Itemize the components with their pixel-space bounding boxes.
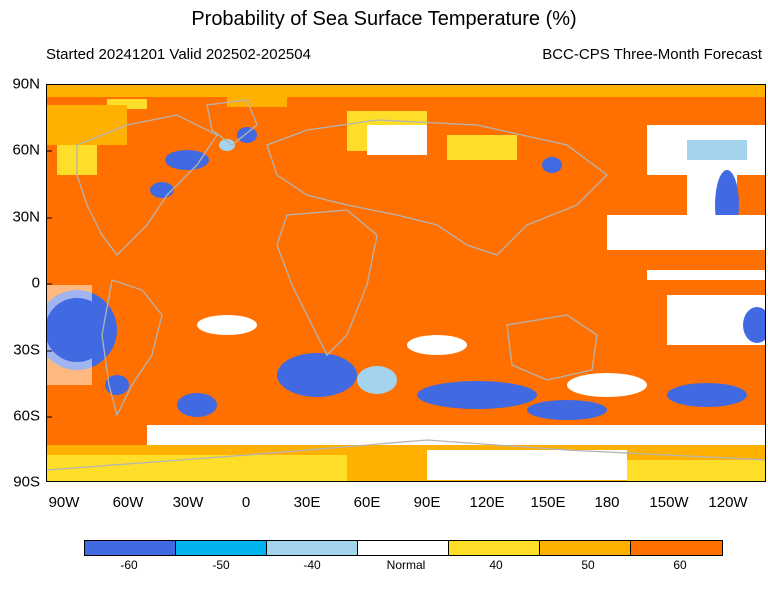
lat-label-60n: 60N [12,141,40,159]
map-title: Probability of Sea Surface Temperature (… [191,8,577,30]
lon-label-150e: 150E [530,494,566,511]
lat-label-90s: 90S [13,473,40,491]
legend-swatch-50 [540,541,631,555]
legend-swatch-40 [449,541,540,555]
legend-label-minus60: -60 [120,558,138,572]
model-name: BCC-CPS Three-Month Forecast [542,46,762,63]
lon-label-90w: 90W [48,494,80,511]
legend-label-60: 60 [673,558,687,572]
lon-label-30e: 30E [293,494,321,511]
legend-colorbar [84,540,723,556]
legend-label-50: 50 [581,558,595,572]
lon-label-90e: 90E [413,494,441,511]
lat-label-60s: 60S [13,407,40,425]
legend-label-normal: Normal [386,558,426,572]
lon-label-0: 0 [241,494,251,511]
legend-label-40: 40 [489,558,503,572]
lon-label-180: 180 [594,494,620,511]
lat-label-30s: 30S [13,341,40,359]
legend-swatch-minus40 [267,541,358,555]
legend-label-minus40: -40 [303,558,321,572]
lat-label-30n: 30N [12,208,40,226]
lon-label-60e: 60E [353,494,381,511]
lon-label-120e: 120E [469,494,505,511]
legend-label-minus50: -50 [212,558,230,572]
legend-swatch-minus60 [85,541,176,555]
map-canvas [47,85,765,481]
legend-swatch-minus50 [176,541,267,555]
lon-label-30w: 30W [172,494,204,511]
sst-probability-map [46,84,766,482]
lon-label-150w: 150W [649,494,689,511]
lon-label-60w: 60W [112,494,144,511]
legend-swatch-normal [358,541,449,555]
coastlines [47,99,765,471]
lat-label-0: 0 [31,274,40,292]
legend-swatch-60 [631,541,722,555]
north-pacific [542,157,765,345]
antarctic-region [47,445,765,481]
forecast-period: Started 20241201 Valid 202502-202504 [46,46,311,63]
southern-ocean-cold [147,315,765,445]
southeast-pacific-cold [47,285,217,417]
lat-label-90n: 90N [12,75,40,93]
inner-ticks [47,150,52,418]
lon-label-120w: 120W [708,494,748,511]
